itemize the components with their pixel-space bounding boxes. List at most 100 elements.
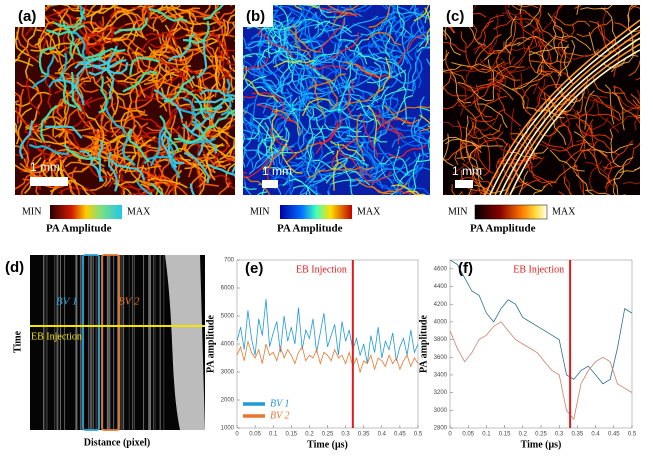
vessel: [307, 168, 348, 179]
vessel: [15, 122, 18, 133]
vessel: [218, 59, 235, 80]
vessel: [519, 5, 523, 14]
vessel: [243, 57, 269, 71]
vessel: [475, 84, 493, 118]
vessel: [262, 133, 276, 171]
vessel: [412, 153, 421, 194]
vessel: [336, 17, 346, 58]
vessel: [267, 147, 283, 185]
vessel: [20, 167, 35, 195]
vessel: [70, 71, 83, 112]
vessel: [109, 109, 146, 130]
vessel: [552, 21, 559, 62]
vessel: [388, 60, 407, 92]
vessel: [451, 71, 472, 104]
x-tick-label: 0.5: [414, 432, 423, 438]
vessel: [167, 32, 196, 63]
vessel: [90, 144, 122, 169]
vessel: [312, 100, 349, 121]
x-tick-label: 0: [235, 432, 239, 438]
colorbar-min: MIN: [22, 206, 41, 217]
vessel: [557, 23, 575, 58]
vessel: [307, 25, 317, 65]
vessel: [392, 130, 429, 147]
vessel: [595, 99, 620, 133]
vessel: [87, 47, 126, 62]
vessel: [605, 176, 616, 195]
vessel: [377, 142, 407, 170]
colorbar-min: MIN: [250, 206, 269, 217]
x-tick-label: 0.4: [591, 432, 600, 438]
vessel: [243, 128, 255, 168]
vessel: [367, 48, 393, 79]
vessel: [177, 134, 216, 145]
vessel: [217, 126, 235, 140]
vessel: [157, 5, 164, 14]
vessel: [508, 36, 531, 65]
vessel: [309, 183, 319, 195]
vessel: [373, 130, 385, 168]
vessel: [244, 181, 252, 195]
vessel: [391, 134, 429, 148]
vessel: [321, 74, 338, 110]
vessel: [74, 57, 113, 70]
vessel: [78, 5, 87, 21]
vessel: [63, 179, 91, 195]
y-tick-label: 1000: [221, 426, 235, 432]
vessel: [297, 130, 316, 164]
x-tick-label: 0.45: [394, 432, 406, 438]
vessel: [66, 150, 106, 160]
scale-text: 1 mm: [30, 160, 60, 174]
y-tick-label: 4400: [434, 284, 448, 290]
vessel: [37, 37, 68, 55]
vessel: [130, 83, 148, 117]
vessel: [243, 129, 257, 135]
vessel: [472, 125, 508, 146]
vessel: [561, 48, 600, 57]
vessel: [398, 182, 430, 195]
x-tick-label: 0.05: [462, 432, 474, 438]
vessel: [634, 89, 640, 131]
vessel: [109, 36, 147, 54]
vessel: [531, 36, 552, 70]
vessel: [530, 60, 572, 65]
vessel: [379, 184, 402, 195]
x-tick-label: 0.45: [608, 432, 620, 438]
vessel: [71, 41, 106, 60]
vessel: [403, 167, 430, 176]
vessel: [285, 141, 322, 164]
vessel: [389, 127, 428, 143]
vessel: [110, 126, 137, 147]
vessel: [270, 128, 298, 159]
vessel: [183, 152, 210, 184]
y-tick-label: 3200: [434, 390, 448, 396]
vessel: [580, 5, 613, 10]
annotation: EB Injection: [513, 264, 564, 275]
colorbar: [280, 205, 352, 219]
vessel: [329, 140, 366, 162]
vessel: [290, 156, 325, 179]
vessel: [300, 12, 319, 43]
vessel: [314, 81, 355, 91]
vessel: [494, 31, 640, 195]
vessel: [207, 109, 235, 130]
vessel: [477, 83, 514, 101]
colorbar: [474, 204, 548, 220]
vessel: [53, 8, 86, 29]
vessel: [214, 53, 223, 95]
vessel: [150, 182, 163, 195]
x-tick-label: 0.15: [285, 432, 297, 438]
vessel: [357, 170, 392, 184]
vessel: [208, 64, 234, 92]
vessel: [168, 11, 181, 51]
vessel: [243, 53, 267, 59]
vessel: [320, 24, 352, 46]
vessel: [510, 41, 550, 52]
vessel: [245, 78, 279, 103]
y-tick-label: 6000: [221, 286, 235, 292]
vessel: [370, 182, 409, 194]
vessel: [140, 152, 151, 193]
vessel: [130, 47, 158, 72]
vessel: [90, 5, 116, 30]
vessel: [175, 5, 178, 7]
